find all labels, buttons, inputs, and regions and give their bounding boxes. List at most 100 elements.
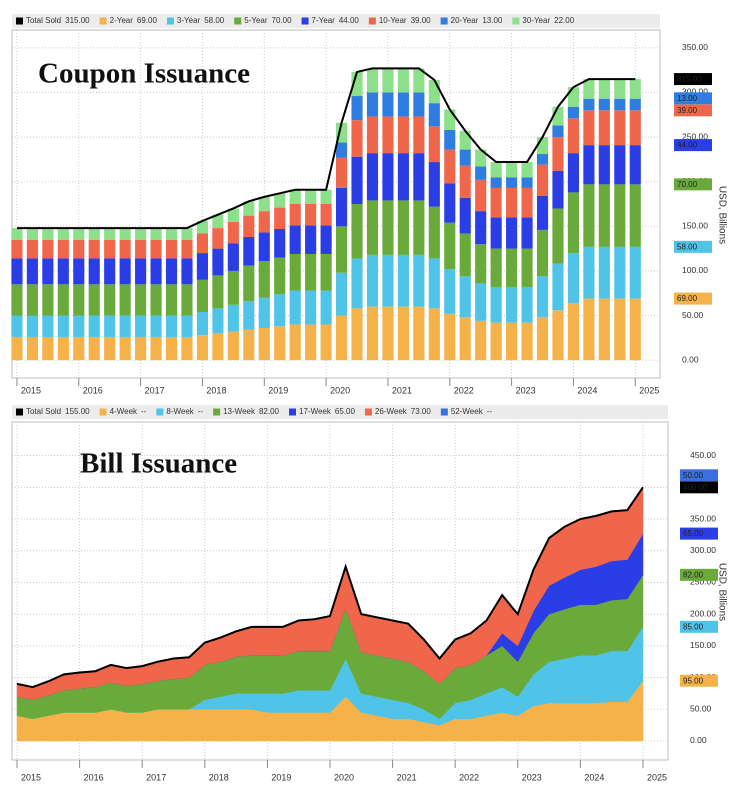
bar-segment: [11, 239, 23, 259]
bar-segment: [552, 208, 564, 264]
bar-segment: [614, 298, 626, 361]
bar-segment: [26, 284, 38, 316]
bar-segment: [57, 239, 69, 259]
legend-value: --: [487, 407, 493, 416]
bar-segment: [42, 228, 54, 240]
legend-bar: [12, 405, 668, 419]
bar-segment: [104, 258, 116, 285]
value-tag-label: 50.00: [683, 471, 704, 480]
total-line: [16, 486, 644, 689]
x-tick-label: 2020: [330, 385, 350, 395]
bar-segment: [490, 322, 502, 361]
bar-segment: [181, 239, 193, 259]
bar-segment: [629, 298, 641, 361]
bar-segment: [428, 308, 440, 361]
bar-segment: [150, 315, 162, 337]
bar-segment: [536, 164, 549, 196]
value-tag: [680, 481, 718, 494]
bar-segment: [583, 98, 595, 111]
bar-segment: [289, 324, 301, 361]
y-tick-label: 150.00: [690, 640, 716, 650]
bar-segment: [382, 68, 394, 93]
bar-segment: [119, 258, 131, 285]
bar-segment: [521, 187, 533, 218]
x-tick-label: 2024: [577, 385, 597, 395]
bar-segment: [366, 200, 379, 255]
bar-segment: [459, 165, 471, 198]
bar-segment: [382, 116, 394, 154]
bar-segment: [413, 200, 425, 255]
bar-segment: [212, 228, 224, 249]
bar-segment: [506, 286, 518, 323]
bar-segment: [305, 290, 317, 325]
bar-segment: [366, 68, 379, 93]
bar-segment: [42, 239, 54, 259]
bar-segment: [88, 284, 100, 316]
y-tick-label: 350.00: [690, 513, 716, 523]
bar-segment: [305, 324, 317, 361]
bar-segment: [305, 204, 317, 226]
bar-segment: [42, 315, 54, 337]
bar-segment: [444, 222, 456, 270]
bar-segment: [351, 120, 363, 157]
legend-swatch: [364, 408, 372, 416]
bar-segment: [42, 336, 54, 361]
value-tag: [680, 469, 718, 482]
value-tag-label: 315.00: [677, 75, 702, 84]
bar-segment: [614, 98, 626, 111]
x-tick-label: 2021: [392, 385, 412, 395]
bar-segment: [212, 333, 224, 361]
bar-segment: [336, 157, 348, 188]
bar-segment: [258, 232, 270, 262]
x-tick-label: 2019: [268, 385, 288, 395]
value-tag-label: 85.00: [683, 622, 704, 631]
bar-segment: [274, 257, 286, 295]
legend-name: 20-Year: [451, 16, 479, 25]
bar-segment: [274, 326, 286, 361]
legend-entry: 8-Week --: [166, 407, 203, 416]
bar-segment: [11, 315, 23, 337]
value-tag-label: 58.00: [677, 242, 698, 251]
bar-segment: [88, 239, 100, 259]
bar-segment: [614, 246, 626, 299]
bar-segment: [459, 197, 471, 234]
bar-segment: [366, 306, 379, 361]
bar-segment: [567, 153, 579, 193]
x-tick-label: 2021: [397, 772, 417, 782]
bar-segment: [366, 153, 379, 201]
bar-segment: [444, 109, 456, 130]
bar-segment: [165, 315, 178, 337]
value-tag: [674, 73, 712, 86]
bar-segment: [227, 221, 239, 244]
bar-segment: [490, 187, 502, 218]
bar-segment: [490, 248, 502, 287]
bar-segment: [305, 253, 317, 291]
bar-segment: [42, 284, 54, 316]
bar-segment: [88, 258, 100, 285]
y-tick-label: 350.00: [682, 42, 708, 52]
total-line: [16, 67, 636, 230]
bar-segment: [196, 220, 209, 234]
bar-segment: [26, 258, 38, 285]
legend-swatch: [99, 17, 107, 25]
bar-segment: [397, 68, 409, 93]
bar-segment: [475, 149, 487, 167]
bar-segment: [336, 142, 348, 158]
bar-segment: [598, 79, 610, 99]
bar-segment: [227, 304, 239, 332]
bar-segment: [475, 320, 487, 361]
bar-segment: [583, 145, 595, 185]
bar-segment: [305, 189, 317, 204]
x-tick-label: 2020: [334, 772, 354, 782]
legend-value: 155.00: [65, 407, 90, 416]
bar-segment: [336, 272, 348, 316]
y-tick-label: 250.00: [682, 131, 708, 141]
bar-segment: [366, 254, 379, 307]
bar-segment: [351, 156, 363, 204]
bar-segment: [413, 306, 425, 361]
value-tag-label: 95.00: [683, 676, 704, 685]
bar-segment: [506, 217, 518, 249]
bar-segment: [320, 290, 332, 325]
bar-segment: [104, 239, 116, 259]
bar-segment: [26, 228, 38, 240]
